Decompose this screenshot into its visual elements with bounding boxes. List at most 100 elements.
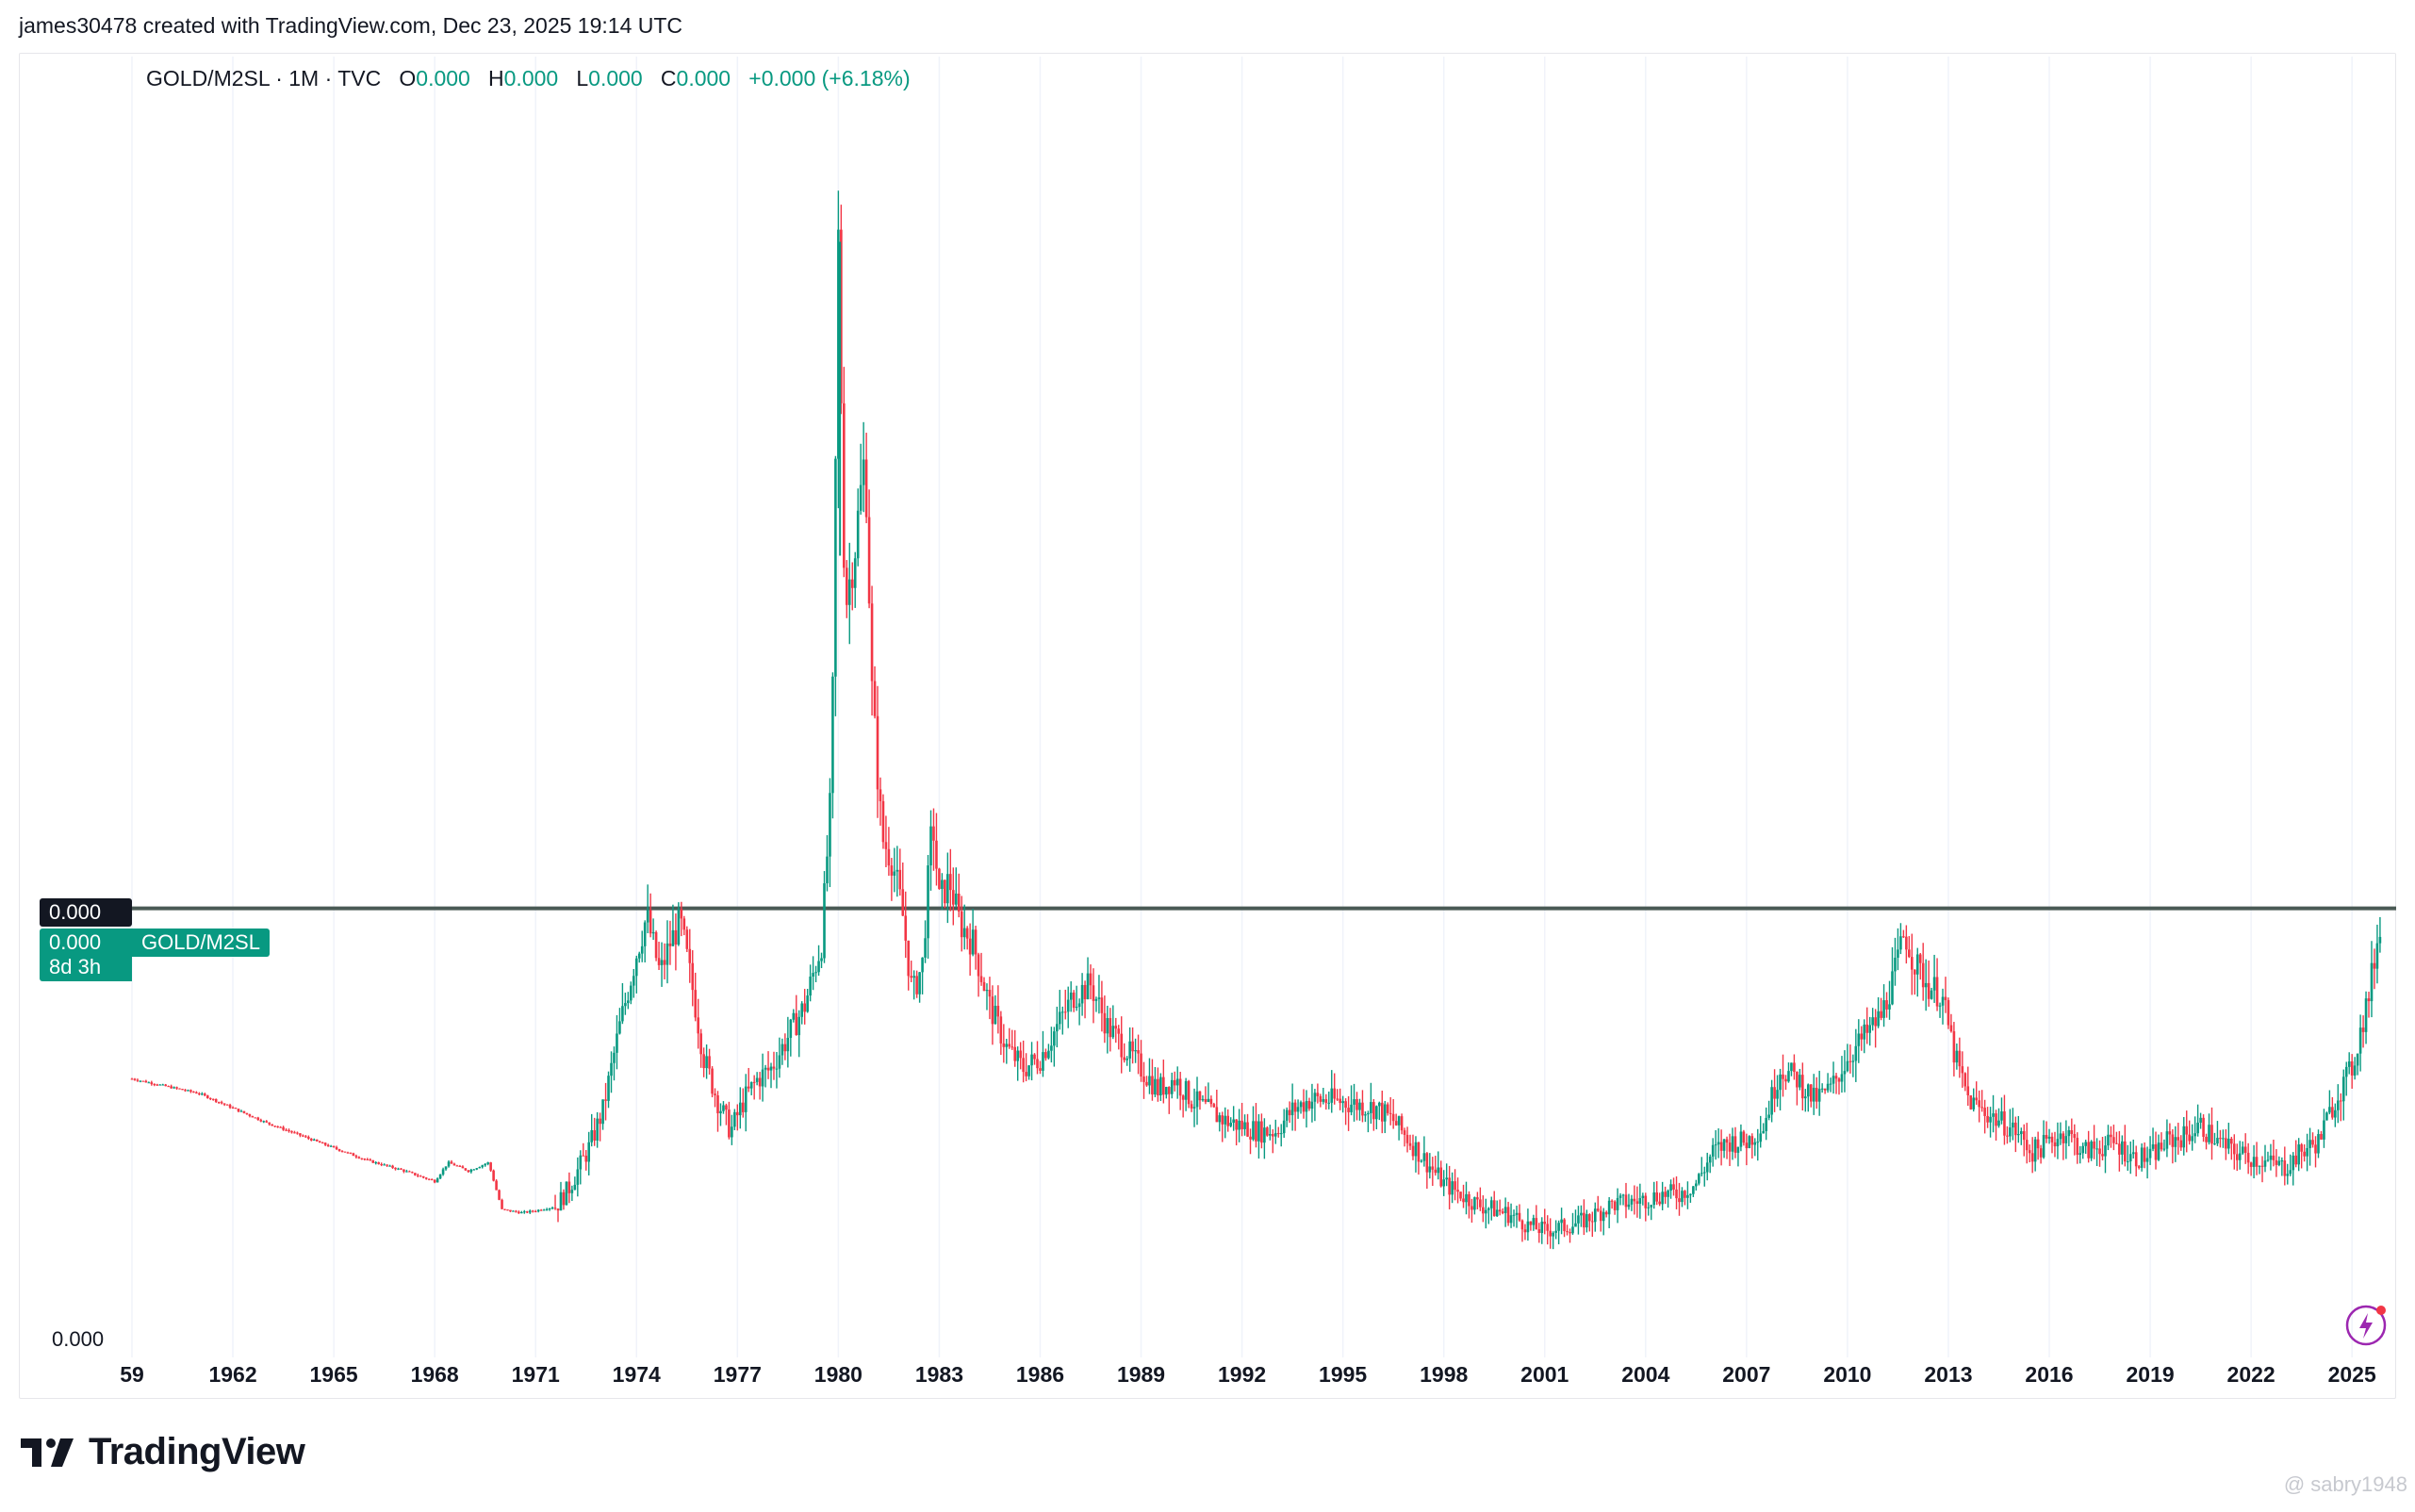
candle-body-257 xyxy=(850,579,854,588)
candle-body-259 xyxy=(856,510,860,559)
candle-body-132 xyxy=(501,1199,503,1209)
candle-body-362 xyxy=(1145,1081,1148,1086)
candle-body-345 xyxy=(1097,997,1101,999)
candle-body-487 xyxy=(1495,1209,1499,1217)
candle-body-750 xyxy=(2232,1143,2236,1155)
candle-body-213 xyxy=(728,1109,731,1138)
candle-body-784 xyxy=(2328,1107,2331,1113)
candle-body-431 xyxy=(1339,1098,1341,1104)
candle-body-206 xyxy=(708,1056,711,1069)
candle-body-609 xyxy=(1837,1078,1841,1082)
candle-body-517 xyxy=(1580,1212,1583,1216)
candle-body-540 xyxy=(1644,1195,1648,1208)
candle-body-428 xyxy=(1330,1088,1334,1103)
candle-body-652 xyxy=(1958,1050,1962,1067)
candle-body-267 xyxy=(879,789,882,801)
candle-body-484 xyxy=(1487,1208,1490,1210)
candle-body-354 xyxy=(1123,1057,1125,1060)
candle-body-167 xyxy=(599,1118,601,1125)
candle-body-638 xyxy=(1918,954,1922,963)
tradingview-logo[interactable]: TradingView xyxy=(21,1431,305,1473)
candle-body-349 xyxy=(1109,1018,1112,1038)
candle-body-20 xyxy=(187,1090,189,1092)
candle-body-422 xyxy=(1313,1093,1317,1102)
candle-body-724 xyxy=(2160,1142,2163,1150)
candle-body-694 xyxy=(2076,1138,2079,1156)
candle-body-628 xyxy=(1891,971,1894,1005)
candle-body-455 xyxy=(1405,1134,1409,1143)
candle-body-301 xyxy=(974,929,978,955)
candle-body-231 xyxy=(778,1055,781,1069)
candle-body-381 xyxy=(1198,1091,1202,1101)
candle-body-781 xyxy=(2320,1134,2323,1140)
candle-body-48 xyxy=(265,1121,269,1123)
candle-body-133 xyxy=(503,1208,506,1210)
candle-body-677 xyxy=(2028,1150,2031,1154)
candle-body-376 xyxy=(1184,1080,1188,1100)
candle-body-435 xyxy=(1350,1104,1353,1112)
candle-body-416 xyxy=(1296,1107,1300,1112)
candle-body-250 xyxy=(831,676,834,794)
candle-body-523 xyxy=(1596,1208,1600,1211)
candle-body-355 xyxy=(1125,1058,1128,1060)
candle-body-602 xyxy=(1817,1089,1821,1102)
candle-body-43 xyxy=(251,1115,255,1118)
candle-body-233 xyxy=(783,1044,787,1052)
candle-body-5 xyxy=(144,1080,148,1083)
candle-body-378 xyxy=(1190,1104,1193,1109)
candle-body-385 xyxy=(1209,1098,1213,1105)
candle-body-737 xyxy=(2196,1122,2199,1134)
candle-body-464 xyxy=(1431,1166,1435,1170)
candle-body-155 xyxy=(565,1181,568,1206)
candle-body-71 xyxy=(329,1145,333,1147)
candle-body-130 xyxy=(495,1180,498,1191)
candle-body-399 xyxy=(1249,1136,1252,1140)
candle-body-682 xyxy=(2042,1135,2045,1158)
candle-body-89 xyxy=(380,1163,383,1165)
candle-body-591 xyxy=(1787,1071,1790,1082)
candle-body-524 xyxy=(1599,1210,1602,1222)
candle-body-647 xyxy=(1944,996,1947,1001)
candle-body-315 xyxy=(1013,1046,1017,1061)
candle-body-488 xyxy=(1498,1209,1502,1212)
candle-body-306 xyxy=(988,990,992,997)
candle-body-577 xyxy=(1748,1136,1751,1149)
candle-body-194 xyxy=(674,929,678,945)
candle-body-211 xyxy=(722,1105,725,1111)
candle-body-582 xyxy=(1762,1130,1765,1134)
candle-body-238 xyxy=(797,1016,801,1036)
candle-body-700 xyxy=(2093,1141,2095,1149)
candle-body-764 xyxy=(2272,1155,2275,1160)
candle-body-147 xyxy=(542,1209,546,1211)
candle-body-329 xyxy=(1053,1031,1056,1046)
candle-body-725 xyxy=(2162,1148,2166,1150)
candle-body-622 xyxy=(1874,1017,1877,1027)
candle-body-199 xyxy=(688,948,692,963)
candle-body-500 xyxy=(1532,1218,1536,1225)
candle-body-1 xyxy=(133,1078,137,1080)
candle-body-648 xyxy=(1947,1000,1950,1026)
candle-body-161 xyxy=(582,1155,585,1157)
candle-body-748 xyxy=(2227,1139,2230,1149)
candle-body-557 xyxy=(1692,1186,1695,1194)
candle-body-197 xyxy=(682,918,686,930)
x-tick-18: 2013 xyxy=(1924,1362,1972,1387)
candle-body-218 xyxy=(741,1102,745,1112)
candle-body-780 xyxy=(2317,1134,2320,1154)
candle-body-670 xyxy=(2009,1127,2012,1137)
candle-body-377 xyxy=(1187,1080,1191,1105)
candle-body-136 xyxy=(512,1210,515,1212)
candle-body-255 xyxy=(845,567,848,605)
watermark: @ sabry1948 xyxy=(2283,1472,2407,1496)
legend-change: +0.000 (+6.18%) xyxy=(748,66,911,90)
candle-body-478 xyxy=(1470,1206,1473,1210)
candle-body-332 xyxy=(1060,1011,1064,1013)
candle-body-607 xyxy=(1832,1076,1835,1084)
candle-body-585 xyxy=(1770,1087,1773,1115)
candle-body-666 xyxy=(1997,1120,2000,1126)
candle-body-757 xyxy=(2252,1157,2256,1167)
candle-body-600 xyxy=(1812,1087,1815,1102)
lightning-bolt-icon[interactable] xyxy=(2345,1301,2392,1353)
candle-body-21 xyxy=(189,1090,192,1093)
